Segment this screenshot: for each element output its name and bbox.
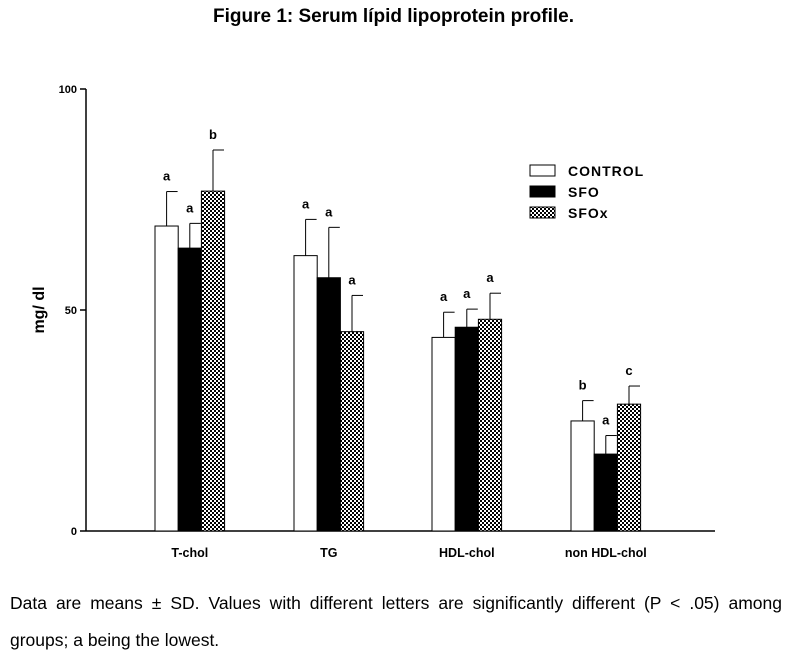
x-tick-label: TG [320, 546, 337, 560]
legend-label: SFO [568, 184, 600, 200]
y-tick-label: 0 [71, 526, 77, 538]
bar [316, 277, 341, 532]
bar [154, 225, 179, 532]
bar [293, 255, 318, 532]
x-tick-label: non HDL-chol [565, 546, 647, 560]
bar [570, 420, 595, 532]
bar [200, 190, 226, 532]
x-tick-label: T-chol [171, 546, 208, 560]
axes: 0 50 100 mg/ dl T-chol TG HDL-chol non HDL-chol [31, 84, 715, 560]
y-tick-label: 100 [59, 84, 77, 96]
legend-swatch [529, 185, 556, 198]
chart-title: Figure 1: Serum lípid lipoprotein profil… [212, 6, 575, 27]
legend: CONTROL SFO SFOx [529, 163, 644, 221]
x-tick-label: HDL-chol [439, 546, 495, 560]
figure-caption: Data are means ± SD. Values with differe… [10, 593, 782, 650]
significance-letter: a [440, 289, 448, 304]
legend-swatch [529, 206, 556, 219]
legend-swatch [529, 164, 556, 177]
legend-label: SFOx [568, 205, 609, 221]
bar [616, 403, 642, 532]
bar [431, 336, 456, 532]
bar [454, 326, 479, 532]
significance-letter: b [209, 127, 217, 142]
y-axis-label: mg/ dl [31, 286, 48, 333]
significance-letter: c [625, 363, 632, 378]
significance-letter: b [579, 378, 587, 393]
significance-letter: a [463, 286, 471, 301]
significance-letter: a [348, 272, 356, 287]
y-tick-label: 50 [65, 305, 77, 317]
significance-letter: a [163, 169, 171, 184]
bar [477, 318, 503, 532]
bar-chart: 0 50 100 mg/ dl T-chol TG HDL-chol non HDL-chol… [31, 84, 715, 560]
legend-label: CONTROL [568, 163, 644, 179]
significance-letter: a [186, 200, 194, 215]
significance-letter: a [302, 196, 310, 211]
significance-letter: a [486, 270, 494, 285]
significance-letter: a [325, 204, 333, 219]
bar [593, 453, 618, 532]
bar [177, 247, 202, 532]
significance-letter: a [602, 413, 610, 428]
bar [339, 331, 365, 532]
